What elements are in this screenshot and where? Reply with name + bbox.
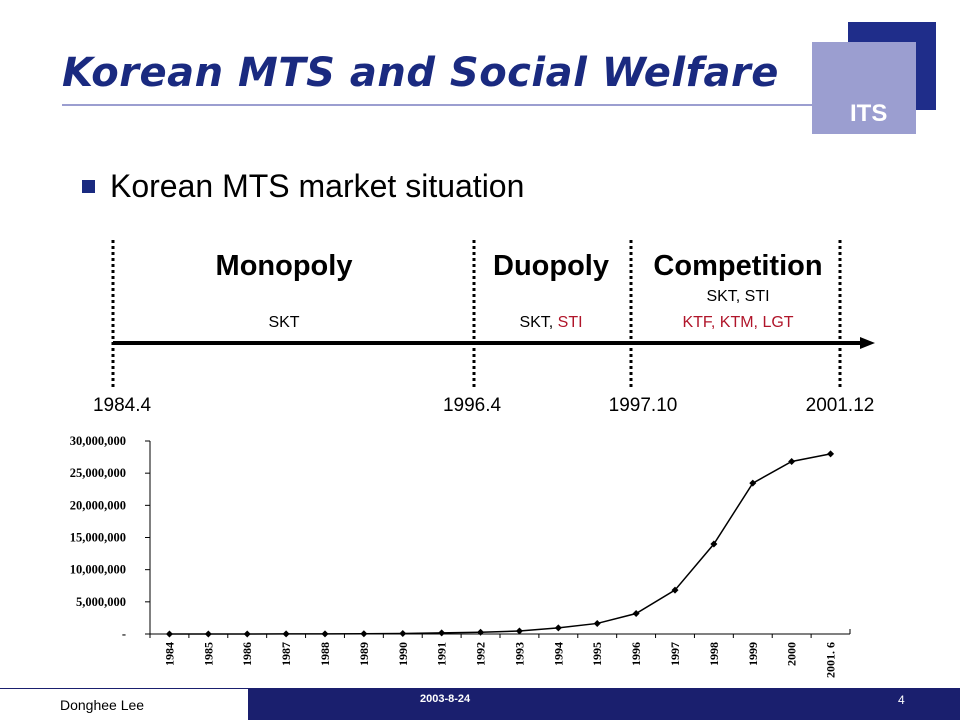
duopoly-operator-skt: SKT, — [519, 314, 558, 331]
x-tick-label: 1997 — [668, 642, 682, 666]
x-tick-label: 1985 — [201, 642, 215, 666]
data-point — [788, 457, 796, 465]
data-point — [710, 540, 718, 548]
duopoly-operators: SKT, STI — [519, 314, 582, 332]
phase-monopoly: Monopoly — [215, 250, 353, 282]
y-tick-label: 30,000,000 — [70, 434, 126, 448]
x-tick-label: 1990 — [396, 642, 410, 666]
logo-front-square — [812, 42, 916, 134]
footer-date: 2003-8-24 — [420, 693, 471, 705]
x-tick-label: 1986 — [240, 642, 254, 666]
footer-page-number: 4 — [898, 693, 905, 707]
y-tick-label: 20,000,000 — [70, 498, 126, 512]
x-tick-label: 1996 — [629, 642, 643, 666]
data-point — [554, 624, 562, 632]
data-point — [749, 479, 757, 487]
timeline-date-2001: 2001.12 — [805, 395, 875, 416]
data-point — [671, 586, 679, 594]
data-point — [243, 630, 251, 638]
y-tick-label: - — [122, 627, 126, 641]
data-point — [282, 630, 290, 638]
competition-operators-new: KTF, KTM, LGT — [682, 314, 794, 331]
x-tick-label: 1998 — [707, 642, 721, 666]
title-underline — [62, 104, 812, 106]
x-tick-label: 1987 — [279, 642, 293, 666]
y-tick-label: 5,000,000 — [76, 595, 126, 609]
y-tick-label: 25,000,000 — [70, 466, 126, 480]
duopoly-operator-sti: STI — [557, 314, 583, 331]
bullet-square-icon — [82, 180, 95, 193]
monopoly-operators: SKT — [268, 314, 300, 331]
x-tick-label: 2000 — [785, 642, 799, 666]
competition-operators-existing: SKT, STI — [706, 288, 770, 305]
x-tick-label: 1993 — [512, 642, 526, 666]
x-tick-label: 1989 — [357, 642, 371, 666]
slide-title: Korean MTS and Social Welfare — [62, 50, 779, 96]
data-point — [438, 629, 446, 637]
series-line — [169, 453, 831, 635]
data-point — [204, 630, 212, 638]
x-tick-label: 1995 — [590, 642, 604, 666]
data-point — [593, 619, 601, 627]
phase-duopoly: Duopoly — [493, 250, 609, 282]
data-point — [827, 450, 835, 458]
x-tick-label: 1999 — [746, 642, 760, 666]
footer-author: Donghee Lee — [60, 697, 145, 713]
timeline-date-1984: 1984.4 — [92, 395, 152, 416]
data-point — [399, 629, 407, 637]
footer-left-panel — [0, 688, 248, 720]
timeline-date-1997: 1997.10 — [608, 395, 678, 416]
data-point — [360, 630, 368, 638]
x-tick-label: 1994 — [551, 642, 565, 666]
data-point — [165, 630, 173, 638]
x-tick-label: 2001. 6 — [824, 642, 838, 678]
x-tick-label: 1984 — [162, 642, 176, 666]
y-tick-label: 10,000,000 — [70, 563, 126, 577]
bullet-text: Korean MTS market situation — [110, 168, 525, 204]
x-tick-label: 1991 — [435, 642, 449, 666]
data-point — [321, 630, 329, 638]
x-tick-label: 1992 — [474, 642, 488, 666]
data-point — [477, 628, 485, 636]
timeline-date-1996: 1996.4 — [442, 395, 502, 416]
y-tick-label: 15,000,000 — [70, 531, 126, 545]
logo-text: ITS — [850, 100, 888, 127]
phase-competition: Competition — [653, 250, 823, 282]
x-tick-label: 1988 — [318, 642, 332, 666]
data-point — [515, 627, 523, 635]
data-point — [632, 610, 640, 618]
